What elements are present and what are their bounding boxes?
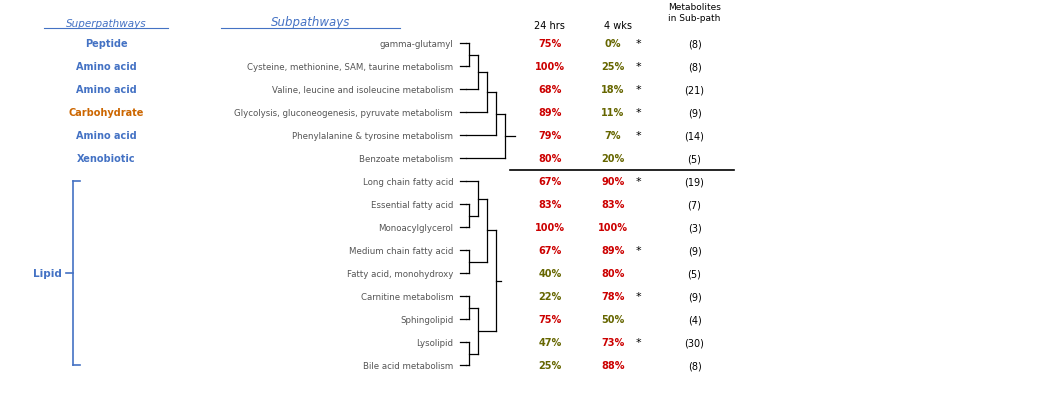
Text: 67%: 67% <box>539 177 562 187</box>
Text: Xenobiotic: Xenobiotic <box>77 154 135 164</box>
Text: 78%: 78% <box>602 292 625 301</box>
Text: Amino acid: Amino acid <box>75 62 136 72</box>
Text: *: * <box>636 62 641 72</box>
Text: Valine, leucine and isoleucine metabolism: Valine, leucine and isoleucine metabolis… <box>271 85 453 94</box>
Text: Essential fatty acid: Essential fatty acid <box>371 200 453 209</box>
Text: 47%: 47% <box>539 337 562 348</box>
Text: 4 wks: 4 wks <box>604 20 632 31</box>
Text: 11%: 11% <box>602 108 625 118</box>
Text: 100%: 100% <box>534 62 565 72</box>
Text: 24 hrs: 24 hrs <box>534 20 565 31</box>
Text: 50%: 50% <box>602 315 625 325</box>
Text: 67%: 67% <box>539 246 562 256</box>
Text: Medium chain fatty acid: Medium chain fatty acid <box>349 246 453 255</box>
Text: 90%: 90% <box>602 177 625 187</box>
Text: Superpathways: Superpathways <box>66 19 147 29</box>
Text: Fatty acid, monohydroxy: Fatty acid, monohydroxy <box>347 269 453 278</box>
Text: 20%: 20% <box>602 154 625 164</box>
Text: 89%: 89% <box>539 108 562 118</box>
Text: 25%: 25% <box>602 62 625 72</box>
Text: (8): (8) <box>687 39 701 49</box>
Text: (5): (5) <box>687 269 701 279</box>
Text: 75%: 75% <box>539 315 562 325</box>
Text: (9): (9) <box>687 292 701 301</box>
Text: (7): (7) <box>687 200 701 210</box>
Text: *: * <box>636 85 641 95</box>
Text: 89%: 89% <box>602 246 625 256</box>
Text: Phenylalanine & tyrosine metabolism: Phenylalanine & tyrosine metabolism <box>292 131 453 140</box>
Text: 22%: 22% <box>539 292 562 301</box>
Text: 40%: 40% <box>539 269 562 279</box>
Text: (8): (8) <box>687 360 701 371</box>
Text: (9): (9) <box>687 108 701 118</box>
Text: 18%: 18% <box>602 85 625 95</box>
Text: 83%: 83% <box>602 200 625 210</box>
Text: 0%: 0% <box>605 39 621 49</box>
Text: *: * <box>636 177 641 187</box>
Text: 79%: 79% <box>539 131 562 141</box>
Text: 25%: 25% <box>539 360 562 371</box>
Text: Subpathways: Subpathways <box>270 16 350 29</box>
Text: 83%: 83% <box>539 200 562 210</box>
Text: Lipid: Lipid <box>34 269 62 279</box>
Text: Metabolites
in Sub-path: Metabolites in Sub-path <box>669 3 721 23</box>
Text: (19): (19) <box>684 177 704 187</box>
Text: (5): (5) <box>687 154 701 164</box>
Text: 80%: 80% <box>602 269 625 279</box>
Text: (30): (30) <box>684 337 704 348</box>
Text: Lysolipid: Lysolipid <box>416 338 453 347</box>
Text: Carnitine metabolism: Carnitine metabolism <box>361 292 453 301</box>
Text: 80%: 80% <box>539 154 562 164</box>
Text: *: * <box>636 131 641 141</box>
Text: (8): (8) <box>687 62 701 72</box>
Text: (4): (4) <box>687 315 701 325</box>
Text: Glycolysis, gluconeogenesis, pyruvate metabolism: Glycolysis, gluconeogenesis, pyruvate me… <box>235 108 453 117</box>
Text: Peptide: Peptide <box>85 39 128 49</box>
Text: (14): (14) <box>684 131 704 141</box>
Text: (21): (21) <box>684 85 704 95</box>
Text: 88%: 88% <box>601 360 625 371</box>
Text: *: * <box>636 39 641 49</box>
Text: *: * <box>636 108 641 118</box>
Text: Amino acid: Amino acid <box>75 131 136 141</box>
Text: Monoacylglycerol: Monoacylglycerol <box>378 223 453 232</box>
Text: (3): (3) <box>687 223 701 233</box>
Text: *: * <box>636 292 641 301</box>
Text: Amino acid: Amino acid <box>75 85 136 95</box>
Text: Sphingolipid: Sphingolipid <box>400 315 453 324</box>
Text: 73%: 73% <box>602 337 625 348</box>
Text: Carbohydrate: Carbohydrate <box>68 108 144 118</box>
Text: Long chain fatty acid: Long chain fatty acid <box>363 177 453 186</box>
Text: 100%: 100% <box>597 223 628 233</box>
Text: Bile acid metabolism: Bile acid metabolism <box>363 361 453 370</box>
Text: 100%: 100% <box>534 223 565 233</box>
Text: Benzoate metabolism: Benzoate metabolism <box>359 154 453 163</box>
Text: (9): (9) <box>687 246 701 256</box>
Text: gamma-glutamyl: gamma-glutamyl <box>379 40 453 49</box>
Text: *: * <box>636 337 641 348</box>
Text: Cysteine, methionine, SAM, taurine metabolism: Cysteine, methionine, SAM, taurine metab… <box>247 63 453 72</box>
Text: 75%: 75% <box>539 39 562 49</box>
Text: 68%: 68% <box>539 85 562 95</box>
Text: *: * <box>636 246 641 256</box>
Text: 7%: 7% <box>605 131 621 141</box>
